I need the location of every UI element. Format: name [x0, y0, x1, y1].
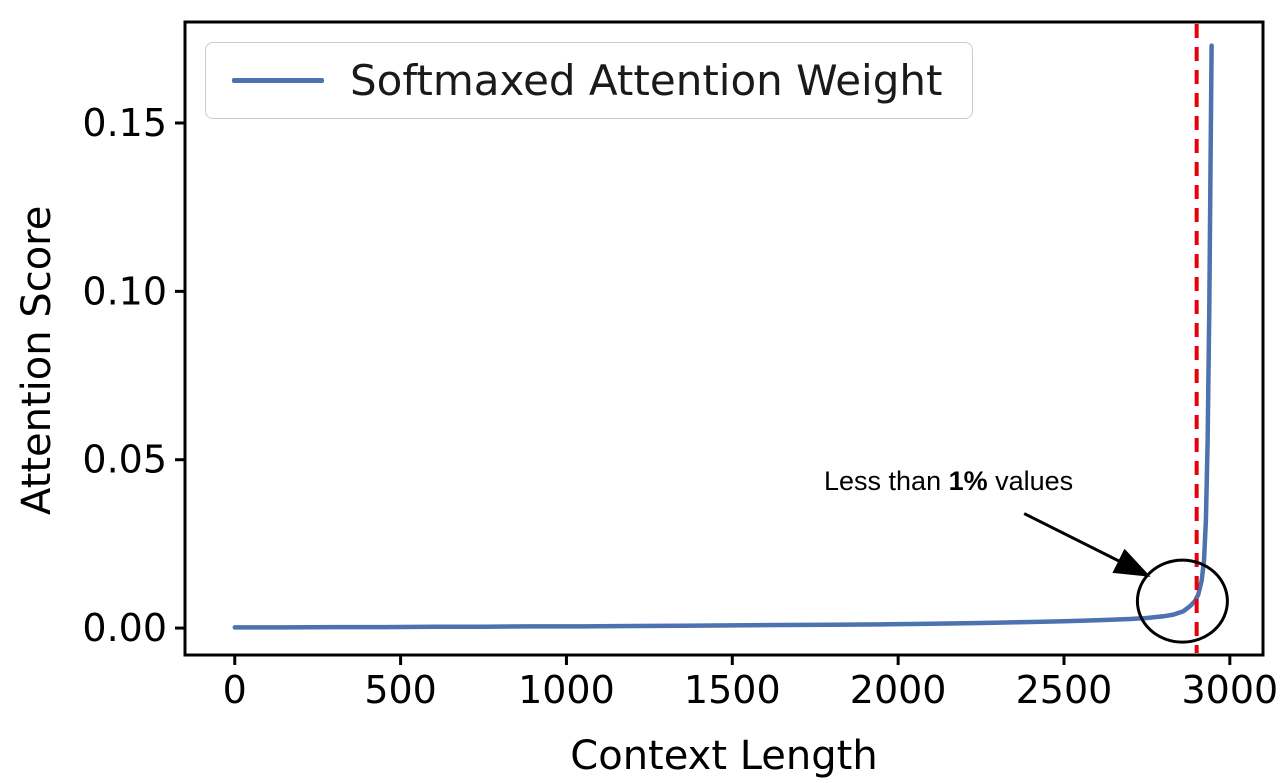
x-tick-label: 1500 [684, 668, 781, 712]
annotation-arrow [1023, 512, 1151, 577]
legend: Softmaxed Attention Weight [205, 42, 974, 119]
y-axis-label: Attention Score [14, 205, 60, 515]
x-tick-label: 3000 [1181, 668, 1278, 712]
x-tick-label: 2500 [1016, 668, 1113, 712]
y-tick-label: 0.05 [82, 438, 167, 482]
annotation-text-prefix: Less than [824, 466, 949, 496]
annotation-text-suffix: values [987, 466, 1074, 496]
annotation-circle [1135, 558, 1229, 644]
y-tick-label: 0.10 [82, 269, 167, 313]
y-tick-label: 0.00 [82, 606, 167, 650]
legend-label: Softmaxed Attention Weight [350, 56, 943, 105]
annotation-text-bold: 1% [948, 466, 988, 496]
annotation-less-than-1pct: Less than 1% values [824, 466, 1073, 497]
x-tick-label: 0 [223, 668, 247, 712]
x-tick-label: 2000 [850, 668, 947, 712]
x-tick-label: 1000 [518, 668, 615, 712]
attention-weight-line [232, 43, 1214, 630]
plot-border [183, 20, 1265, 657]
x-axis-label: Context Length [570, 733, 878, 779]
legend-line-swatch [232, 78, 324, 83]
y-tick-label: 0.15 [82, 101, 167, 145]
x-tick-label: 500 [364, 668, 437, 712]
